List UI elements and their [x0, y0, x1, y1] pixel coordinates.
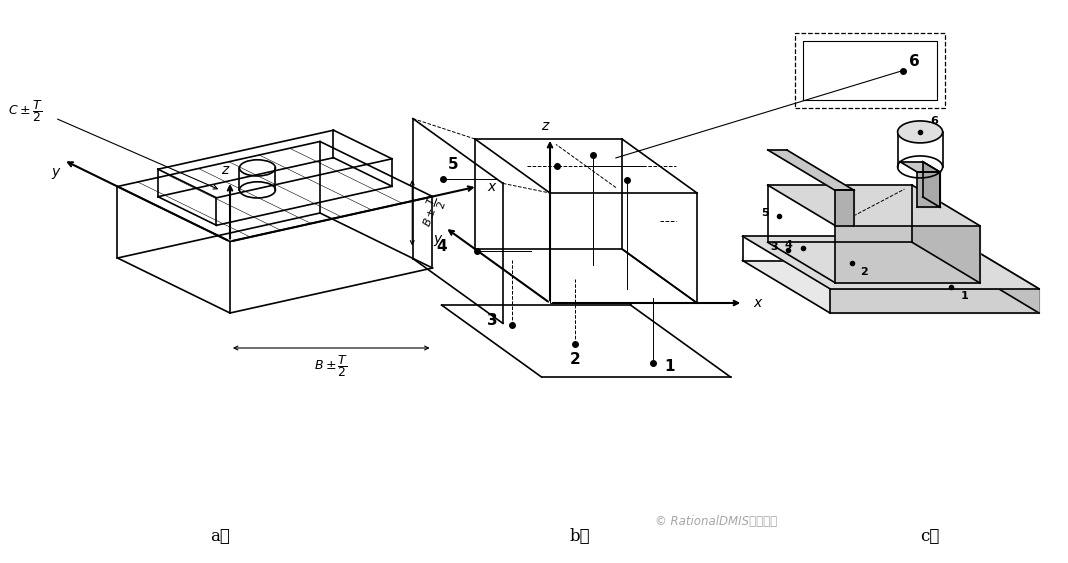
Text: c）: c）: [921, 528, 940, 545]
Text: x: x: [753, 296, 761, 310]
Polygon shape: [768, 150, 854, 190]
Polygon shape: [768, 185, 979, 226]
Text: y: y: [433, 233, 441, 247]
Text: z: z: [221, 163, 229, 177]
Text: $B\pm\dfrac{T}{2}$: $B\pm\dfrac{T}{2}$: [418, 194, 450, 231]
Text: 4: 4: [436, 239, 446, 254]
Ellipse shape: [897, 121, 943, 143]
Polygon shape: [835, 190, 854, 226]
Text: 4: 4: [785, 240, 792, 250]
Text: © RationalDMIS测量技术: © RationalDMIS测量技术: [655, 515, 778, 528]
Text: 2: 2: [860, 266, 867, 276]
Text: 6: 6: [930, 116, 938, 126]
Text: 2: 2: [570, 352, 581, 367]
Polygon shape: [742, 236, 1039, 289]
Text: 6: 6: [909, 55, 920, 69]
Text: 1: 1: [960, 291, 969, 301]
Polygon shape: [952, 236, 1039, 313]
Polygon shape: [835, 226, 979, 283]
Text: 5: 5: [447, 158, 458, 172]
Polygon shape: [900, 162, 940, 172]
Text: 3: 3: [487, 313, 498, 328]
Text: z: z: [541, 119, 549, 133]
Polygon shape: [742, 261, 1039, 313]
Polygon shape: [917, 172, 940, 207]
Polygon shape: [912, 185, 979, 283]
Text: a）: a）: [210, 528, 230, 545]
Text: $C\pm\dfrac{T}{2}$: $C\pm\dfrac{T}{2}$: [7, 98, 43, 124]
Text: $B\pm\dfrac{T}{2}$: $B\pm\dfrac{T}{2}$: [314, 353, 348, 379]
Text: x: x: [487, 180, 496, 194]
Polygon shape: [923, 162, 940, 207]
Text: 1: 1: [664, 359, 675, 374]
Text: 3: 3: [770, 243, 779, 252]
Text: b）: b）: [569, 528, 591, 545]
Text: y: y: [51, 165, 60, 179]
Polygon shape: [830, 289, 1039, 313]
Text: 5: 5: [761, 208, 769, 218]
